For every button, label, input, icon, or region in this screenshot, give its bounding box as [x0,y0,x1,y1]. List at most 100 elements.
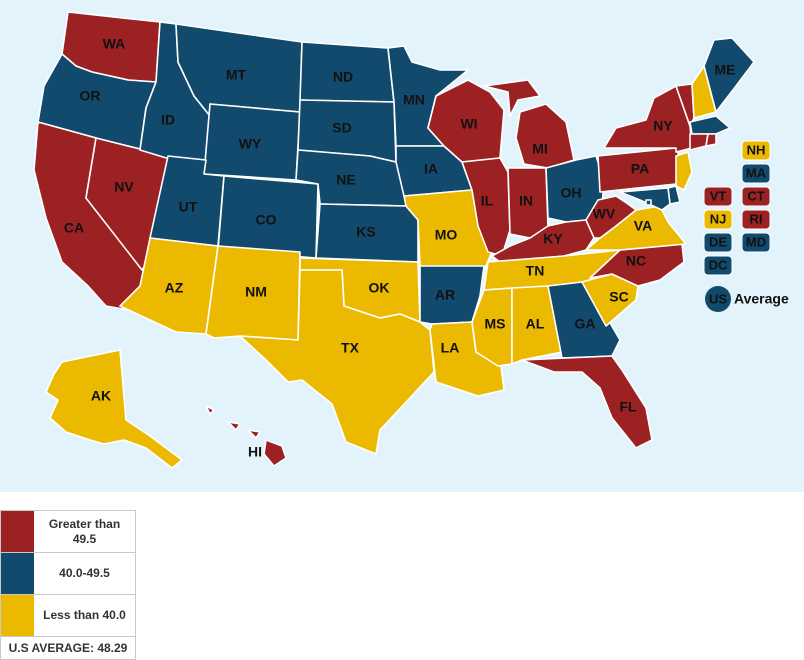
badge-nh[interactable]: NH [741,140,771,161]
badge-ma[interactable]: MA [741,163,771,184]
badge-box-ma [741,163,771,184]
legend-us-average: U.S AVERAGE: 48.29 [8,641,128,655]
us-average-badge: US [709,291,727,306]
badge-label-vt: VT [710,188,727,203]
state-ks[interactable] [315,203,419,263]
legend-label-low: Less than 40.0 [43,608,126,622]
legend-label-mid: 40.0-49.5 [59,566,110,580]
state-label-nm: NM [245,284,267,300]
state-label-tx: TX [341,340,360,356]
badge-ri[interactable]: RI [741,209,771,230]
state-label-tn: TN [526,263,545,279]
badge-box-nj [703,209,733,230]
state-me[interactable] [703,37,755,113]
badge-de[interactable]: DE [703,232,733,253]
state-label-il: IL [481,193,494,209]
state-wv[interactable] [585,195,637,239]
state-label-ok: OK [369,280,390,296]
state-label-ca: CA [64,220,84,236]
badge-box-dc [703,255,733,276]
state-label-al: AL [526,316,545,332]
state-label-ms: MS [485,316,506,332]
state-label-wy: WY [239,136,262,152]
state-label-ne: NE [336,172,355,188]
state-label-ak: AK [91,388,111,404]
state-label-mt: MT [226,67,247,83]
state-label-id: ID [161,112,175,128]
legend-row-high: Greater than 49.5 [1,511,135,553]
state-label-ia: IA [424,161,438,177]
legend-swatch-low [1,595,34,636]
badge-dc[interactable]: DC [703,255,733,276]
badge-label-ct: CT [747,188,764,203]
state-fl[interactable] [521,355,653,449]
badge-box-de [703,232,733,253]
state-label-nv: NV [114,179,134,195]
state-label-oh: OH [561,185,582,201]
state-label-mo: MO [435,227,458,243]
us-average-label: Average [734,291,789,307]
legend-row-mid: 40.0-49.5 [1,553,135,595]
state-label-az: AZ [165,280,184,296]
state-label-mi: MI [532,141,548,157]
state-label-ga: GA [575,316,596,332]
state-ct[interactable] [689,133,709,151]
state-label-me: ME [715,62,736,78]
badge-md[interactable]: MD [741,232,771,253]
state-nj[interactable] [675,151,693,191]
state-md[interactable] [619,187,671,211]
badge-vt[interactable]: VT [703,186,733,207]
state-label-nc: NC [626,253,646,269]
state-label-pa: PA [631,161,649,177]
state-al[interactable] [511,285,563,365]
badge-label-de: DE [709,234,727,249]
state-tx[interactable] [239,269,435,455]
state-hi[interactable] [205,405,287,467]
legend-row-low: Less than 40.0 [1,595,135,637]
badge-label-md: MD [746,234,766,249]
map-panel: WA OR CA NV ID MT WY UT CO AZ NM ND SD NE KS OK TX MN IA MO… [0,0,804,492]
us-average-circle [705,286,731,312]
small-state-badges: NH MA VT CT NJ RI DE MD DC [703,140,771,276]
state-label-ny: NY [653,118,673,134]
state-ri[interactable] [705,133,717,147]
state-label-or: OR [80,88,101,104]
badge-box-ri [741,209,771,230]
state-label-in: IN [519,193,533,209]
us-map: WA OR CA NV ID MT WY UT CO AZ NM ND SD NE KS OK TX MN IA MO… [33,11,789,469]
state-label-ks: KS [356,224,375,240]
state-label-ky: KY [543,231,563,247]
badge-box-md [741,232,771,253]
badge-nj[interactable]: NJ [703,209,733,230]
state-label-ut: UT [179,199,198,215]
badge-label-nj: NJ [710,211,727,226]
state-ak[interactable] [45,349,183,469]
state-label-sc: SC [609,289,628,305]
state-label-wi: WI [460,116,477,132]
badge-ct[interactable]: CT [741,186,771,207]
state-label-la: LA [441,340,460,356]
us-average-marker: US Average [705,286,789,312]
badge-box-nh [741,140,771,161]
state-label-wv: WV [593,206,616,222]
badge-label-ri: RI [750,211,763,226]
badge-box-vt [703,186,733,207]
state-label-ar: AR [435,287,455,303]
state-label-co: CO [256,212,277,228]
state-label-fl: FL [619,399,637,415]
state-label-hi: HI [248,444,262,460]
legend-swatch-high [1,511,34,552]
legend: Greater than 49.5 40.0-49.5 Less than 40… [0,510,136,660]
state-label-wa: WA [103,36,126,52]
state-ma[interactable] [689,115,731,135]
badge-label-ma: MA [746,165,767,180]
legend-label-high: Greater than 49.5 [48,516,121,546]
state-dc[interactable] [645,199,652,206]
badge-box-ct [741,186,771,207]
state-label-mn: MN [403,92,425,108]
state-label-va: VA [634,218,652,234]
legend-swatch-mid [1,553,34,594]
badge-label-nh: NH [747,142,766,157]
badge-label-dc: DC [709,257,728,272]
state-labels: WA OR CA NV ID MT WY UT CO AZ NM ND SD NE KS OK TX MN IA MO… [64,36,736,460]
